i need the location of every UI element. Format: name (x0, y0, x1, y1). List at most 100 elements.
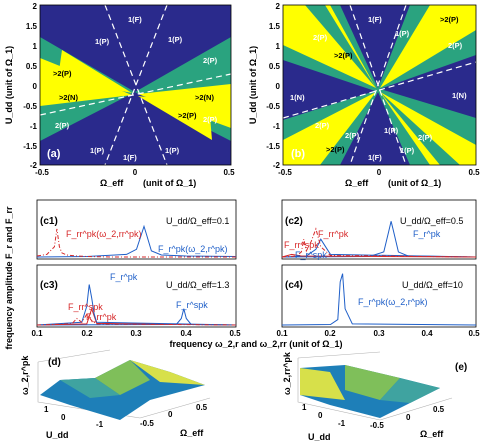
panel-a-yticks: 2 1.5 1 0.5 0 -0.5 -1 -1.5 -2 (23, 2, 37, 170)
panel-b-xlabel: Ω_eff (345, 178, 369, 188)
panel-b-region-label: 1(F) (368, 15, 382, 24)
panel-b-region-label: 1(F) (368, 153, 382, 162)
panel-b-ytick: 1 (276, 42, 281, 51)
panel-c-xtick: 0.1 (31, 329, 43, 338)
panel-a-region-label: 1(P) (95, 37, 110, 46)
panel-b-ytick: -1 (273, 122, 281, 131)
panel-c-xticks-left: 0.1 0.2 0.3 0.4 0.5 (31, 329, 241, 338)
panel-e-surface-mid (345, 365, 400, 400)
panel-b-region-label: 2(P) (418, 133, 433, 142)
subplot-c1-series-label: F_rr^pk(ω_2,rr^pk) (66, 229, 141, 239)
panel-b-region-label: 2(P) (345, 131, 360, 140)
panel-c-ylabel: frequency amplitude F_r and F_rr (4, 206, 14, 350)
panel-a-label: (a) (47, 148, 61, 160)
spectrum-series-line (281, 273, 477, 326)
subplot-c2-label: (c2) (285, 216, 303, 227)
panel-a-region-label: 1(P) (90, 146, 105, 155)
spectrum-series-line (36, 224, 237, 258)
panel-a-region-label: >2(N) (195, 93, 214, 102)
panel-a-xlabel: Ω_eff (100, 178, 124, 188)
panel-a-right-yellow2 (138, 96, 212, 140)
panel-b-bl-yellow (283, 92, 376, 165)
panel-a-ytick: 1 (33, 42, 38, 51)
panel-c-xlabel: frequency ω_2,r and ω_2,rr (unit of Ω_1) (170, 339, 343, 349)
panel-a-frame (39, 4, 232, 166)
subplot-c3-series-label: F_rr^pk (86, 312, 117, 322)
panel-c-xtick: 0.5 (229, 329, 241, 338)
panel-b-tl-yellow (283, 5, 376, 88)
panel-d-surface-side (60, 378, 120, 398)
panel-a-region-label: >2(N) (59, 93, 78, 102)
panel-d-surface-peak (130, 360, 205, 385)
panel-d-xtick: -1 (96, 420, 104, 429)
panel-a-xticks: -0.5 0 0.5 (35, 168, 235, 177)
panel-a-region-label: 1(P) (165, 146, 180, 155)
panel-d: (d) 0 -1 1 -0.5 0 0.5 ω_2,r^pk U_dd Ω_ef… (20, 349, 211, 440)
panel-b-left-navy (283, 60, 375, 120)
panel-a-region-label: 1(F) (128, 15, 142, 24)
subplot-c3: (c3) U_dd/Ω_eff=1.3 F_rr^spk F_r^pk F_rr… (36, 264, 237, 328)
panel-d-xtick: 0 (61, 413, 66, 422)
panel-d-ytick: 0 (168, 410, 173, 419)
subplot-c4-frame (281, 264, 477, 328)
spectrum-series-line (281, 227, 477, 258)
panel-e-surface-peak (300, 368, 345, 400)
subplot-c1-label: (c1) (40, 216, 58, 227)
panel-b-tl-teal (305, 5, 376, 88)
panel-c: frequency amplitude F_r and F_rr (c1) U_… (4, 199, 480, 350)
panel-b-ytick: -2 (273, 161, 281, 170)
subplot-c2-param: U_dd/Ω_eff=0.5 (400, 216, 463, 226)
panel-b-plot: >2(P) 2(P) 1(P) 1(F) >2(P) 2(P) 1(N) 1(N… (282, 4, 477, 166)
panel-b-region-label: 1(P) (384, 126, 399, 135)
panel-e-xtick: 1 (302, 403, 307, 412)
subplot-c2-series-label: F_r^pk (413, 229, 441, 239)
panel-c-xtick: 0.4 (421, 329, 433, 338)
panel-c-xtick: 0.4 (180, 329, 192, 338)
panel-a-region-label: >2(P) (53, 69, 72, 78)
subplot-c2-series-label: F_rr^spk (284, 240, 319, 250)
panel-a-region-label: 2(P) (203, 115, 218, 124)
panel-b-region-label: 1(N) (290, 93, 305, 102)
spectrum-series-line (36, 228, 236, 258)
panel-b: >2(P) 2(P) 1(P) 1(F) >2(P) 2(P) 1(N) 1(N… (248, 2, 480, 188)
subplot-c3-label: (c3) (40, 280, 58, 291)
panel-b-ytick: 1.5 (269, 22, 281, 31)
panel-d-ytick: -0.5 (140, 419, 154, 428)
subplot-c3-frame (36, 264, 237, 328)
panel-b-xticks: -0.5 0 0.5 (278, 168, 480, 177)
panel-a-region-label: >2(P) (178, 111, 197, 120)
panel-e: (e) 1 0 -1 -0.5 0 0.5 ω_2,rr^pk U_dd Ω_e… (282, 351, 467, 442)
panel-b-region-label: 1(N) (452, 91, 467, 100)
panel-a-xlabel-unit: (unit of Ω_1) (143, 178, 196, 188)
panel-b-br-yellow (380, 92, 476, 165)
subplot-c2-series-label: F_r^spk (295, 250, 327, 260)
panel-d-ylabel: Ω_eff (180, 428, 204, 438)
panel-b-region-label: 2(P) (313, 33, 328, 42)
panel-a-ytick: 0.5 (26, 62, 38, 71)
panel-b-region-label: >2(P) (440, 15, 459, 24)
panel-a-ytick: -2 (30, 161, 38, 170)
subplot-c1: (c1) U_dd/Ω_eff=0.1 F_rr^pk(ω_2,rr^pk) F… (36, 199, 237, 260)
panel-c-xtick: 0.2 (324, 329, 336, 338)
panel-e-ylabel: Ω_eff (420, 429, 444, 439)
panel-a-ytick: -1.5 (23, 142, 37, 151)
panel-a-xtick: -0.5 (35, 168, 49, 177)
panel-b-region-label: 2(P) (315, 121, 330, 130)
panel-c-xtick: 0.3 (130, 329, 142, 338)
panel-b-bottom-navy (340, 92, 410, 165)
subplot-c3-series-label: F_r^pk (110, 272, 138, 282)
panel-c-xtick: 0.5 (468, 329, 480, 338)
subplot-c3-series-label: F_rr^spk (68, 302, 103, 312)
subplot-c1-param: U_dd/Ω_eff=0.1 (166, 216, 229, 226)
subplot-c4: (c4) U_dd/Ω_eff=10 F_r^pk(ω_2,r^pk) (281, 264, 477, 328)
panel-a-ytick: -1 (30, 122, 38, 131)
panel-b-ytick: 2 (276, 2, 281, 11)
panel-e-zlabel: ω_2,rr^pk (282, 351, 292, 395)
panel-d-xlabel: U_dd (46, 430, 69, 440)
panel-a-ylabel: U_dd (unit of Ω_1) (4, 46, 14, 124)
panel-b-xlabel-unit: (unit of Ω_1) (388, 178, 441, 188)
panel-d-surface-mid (95, 360, 150, 395)
panel-e-ytick: 0.5 (433, 405, 445, 414)
panel-c-xtick: 0.3 (373, 329, 385, 338)
panel-a-left-yellow2 (58, 50, 132, 93)
